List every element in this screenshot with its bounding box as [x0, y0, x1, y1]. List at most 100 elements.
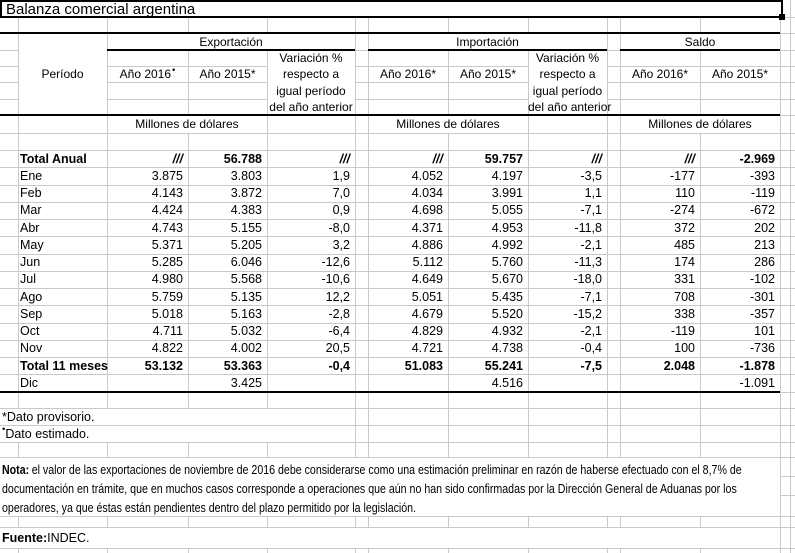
- table-cell[interactable]: 4.932: [491, 324, 523, 339]
- table-cell[interactable]: 4.992: [491, 237, 523, 252]
- table-cell[interactable]: 5.051: [411, 289, 443, 304]
- table-cell[interactable]: 59.757: [484, 151, 523, 166]
- table-cell[interactable]: 372: [674, 220, 695, 235]
- col-header-exp-2016[interactable]: Año 2016 •: [107, 65, 188, 82]
- row-label[interactable]: Total Anual: [20, 151, 87, 166]
- col-header-saldo-2016[interactable]: Año 2016 *: [620, 66, 700, 82]
- table-cell[interactable]: 5.163: [230, 306, 262, 321]
- group-header-saldo[interactable]: Saldo: [620, 33, 780, 50]
- table-cell[interactable]: -393: [749, 168, 775, 183]
- selection-handle[interactable]: [779, 14, 785, 20]
- row-label[interactable]: Feb: [20, 186, 42, 201]
- col-header-periodo[interactable]: Período: [18, 33, 107, 115]
- table-cell[interactable]: 100: [674, 341, 695, 356]
- table-cell[interactable]: 55.241: [484, 358, 523, 373]
- table-cell[interactable]: 4.738: [491, 341, 523, 356]
- table-cell[interactable]: 1,1: [584, 186, 602, 201]
- table-cell[interactable]: 3.872: [230, 186, 262, 201]
- table-cell[interactable]: 286: [754, 255, 775, 270]
- table-cell[interactable]: -2.969: [739, 151, 775, 166]
- table-cell[interactable]: 1,9: [332, 168, 350, 183]
- note-block[interactable]: Nota: el valor de las exportaciones de n…: [2, 460, 795, 518]
- table-cell[interactable]: 4.886: [411, 237, 443, 252]
- table-cell[interactable]: 331: [674, 272, 695, 287]
- col-header-imp-2016[interactable]: Año 2016 *: [368, 66, 448, 82]
- table-cell[interactable]: [268, 374, 350, 391]
- table-cell[interactable]: -12,6: [321, 255, 351, 270]
- row-label[interactable]: Mar: [20, 203, 42, 218]
- table-cell[interactable]: 101: [754, 324, 775, 339]
- table-cell[interactable]: -736: [749, 341, 775, 356]
- table-cell[interactable]: 5.759: [151, 289, 183, 304]
- table-cell[interactable]: 708: [674, 289, 695, 304]
- table-cell[interactable]: 5.135: [230, 289, 262, 304]
- table-cell[interactable]: 5.435: [491, 289, 523, 304]
- table-cell[interactable]: 20,5: [325, 341, 350, 356]
- table-cell[interactable]: -6,4: [328, 324, 350, 339]
- col-header-exp-variation[interactable]: Variación % respecto a igual período del…: [267, 50, 355, 115]
- table-cell[interactable]: 5.112: [412, 255, 443, 270]
- table-cell[interactable]: 4.052: [411, 168, 443, 183]
- table-cell[interactable]: 4.516: [491, 375, 523, 390]
- table-cell[interactable]: -2,1: [580, 324, 602, 339]
- col-header-saldo-2015[interactable]: Año 2015 *: [700, 66, 780, 82]
- table-cell[interactable]: 5.371: [151, 237, 183, 252]
- table-cell[interactable]: 5.055: [491, 203, 523, 218]
- table-cell[interactable]: [108, 374, 183, 391]
- row-label[interactable]: May: [20, 237, 44, 252]
- table-cell[interactable]: -1.878: [739, 358, 775, 373]
- table-cell[interactable]: ///: [591, 151, 602, 166]
- table-cell[interactable]: 4.424: [151, 203, 183, 218]
- table-cell[interactable]: 5.032: [230, 324, 262, 339]
- table-cell[interactable]: 53.363: [223, 358, 262, 373]
- unit-header-saldo[interactable]: Millones de dólares: [620, 115, 780, 133]
- table-cell[interactable]: 4.698: [411, 203, 443, 218]
- row-label[interactable]: Ago: [20, 289, 43, 304]
- footnote-estimated[interactable]: • Dato estimado.: [2, 424, 89, 442]
- table-cell[interactable]: -274: [669, 203, 695, 218]
- row-label[interactable]: Abr: [20, 220, 40, 235]
- table-cell[interactable]: 3.991: [491, 186, 523, 201]
- row-label[interactable]: Oct: [20, 324, 40, 339]
- table-cell[interactable]: 5.520: [491, 306, 523, 321]
- table-cell[interactable]: [621, 374, 695, 391]
- table-cell[interactable]: 12,2: [325, 289, 350, 304]
- table-cell[interactable]: 338: [674, 306, 695, 321]
- col-header-imp-variation[interactable]: Variación % respecto a igual período del…: [528, 50, 611, 115]
- table-cell[interactable]: -357: [749, 306, 775, 321]
- table-cell[interactable]: 51.083: [404, 358, 443, 373]
- table-cell[interactable]: [529, 374, 602, 391]
- table-cell[interactable]: 5.760: [491, 255, 523, 270]
- table-cell[interactable]: 110: [675, 186, 695, 201]
- table-cell[interactable]: -119: [750, 186, 775, 201]
- table-cell[interactable]: -102: [749, 272, 775, 287]
- table-cell[interactable]: ///: [172, 151, 183, 166]
- table-cell[interactable]: -177: [669, 168, 695, 183]
- table-cell[interactable]: -2,8: [328, 306, 350, 321]
- table-cell[interactable]: 3,2: [332, 237, 350, 252]
- table-cell[interactable]: -7,1: [580, 203, 602, 218]
- table-cell[interactable]: 4.649: [411, 272, 443, 287]
- footnote-provisional[interactable]: * Dato provisorio.: [2, 408, 94, 425]
- row-label[interactable]: Nov: [20, 341, 43, 356]
- row-label[interactable]: Total 11 meses: [20, 358, 109, 373]
- table-cell[interactable]: 3.875: [151, 168, 183, 183]
- table-cell[interactable]: 4.371: [411, 220, 443, 235]
- table-cell[interactable]: -2,1: [580, 237, 602, 252]
- table-cell[interactable]: -8,0: [328, 220, 350, 235]
- table-cell[interactable]: -3,5: [580, 168, 602, 183]
- unit-header-exportacion[interactable]: Millones de dólares: [107, 115, 267, 133]
- table-cell[interactable]: -10,6: [321, 272, 351, 287]
- table-cell[interactable]: 56.788: [223, 151, 262, 166]
- table-cell[interactable]: 4.829: [411, 324, 443, 339]
- table-cell[interactable]: -15,2: [573, 306, 603, 321]
- row-label[interactable]: Sep: [20, 306, 43, 321]
- table-cell[interactable]: ///: [684, 151, 695, 166]
- table-cell[interactable]: 4.002: [230, 341, 262, 356]
- table-cell[interactable]: 53.132: [144, 358, 183, 373]
- table-cell[interactable]: 4.383: [230, 203, 262, 218]
- table-cell[interactable]: 4.721: [411, 341, 443, 356]
- table-cell[interactable]: 4.679: [411, 306, 443, 321]
- table-cell[interactable]: 0,9: [332, 203, 350, 218]
- table-cell[interactable]: ///: [432, 151, 443, 166]
